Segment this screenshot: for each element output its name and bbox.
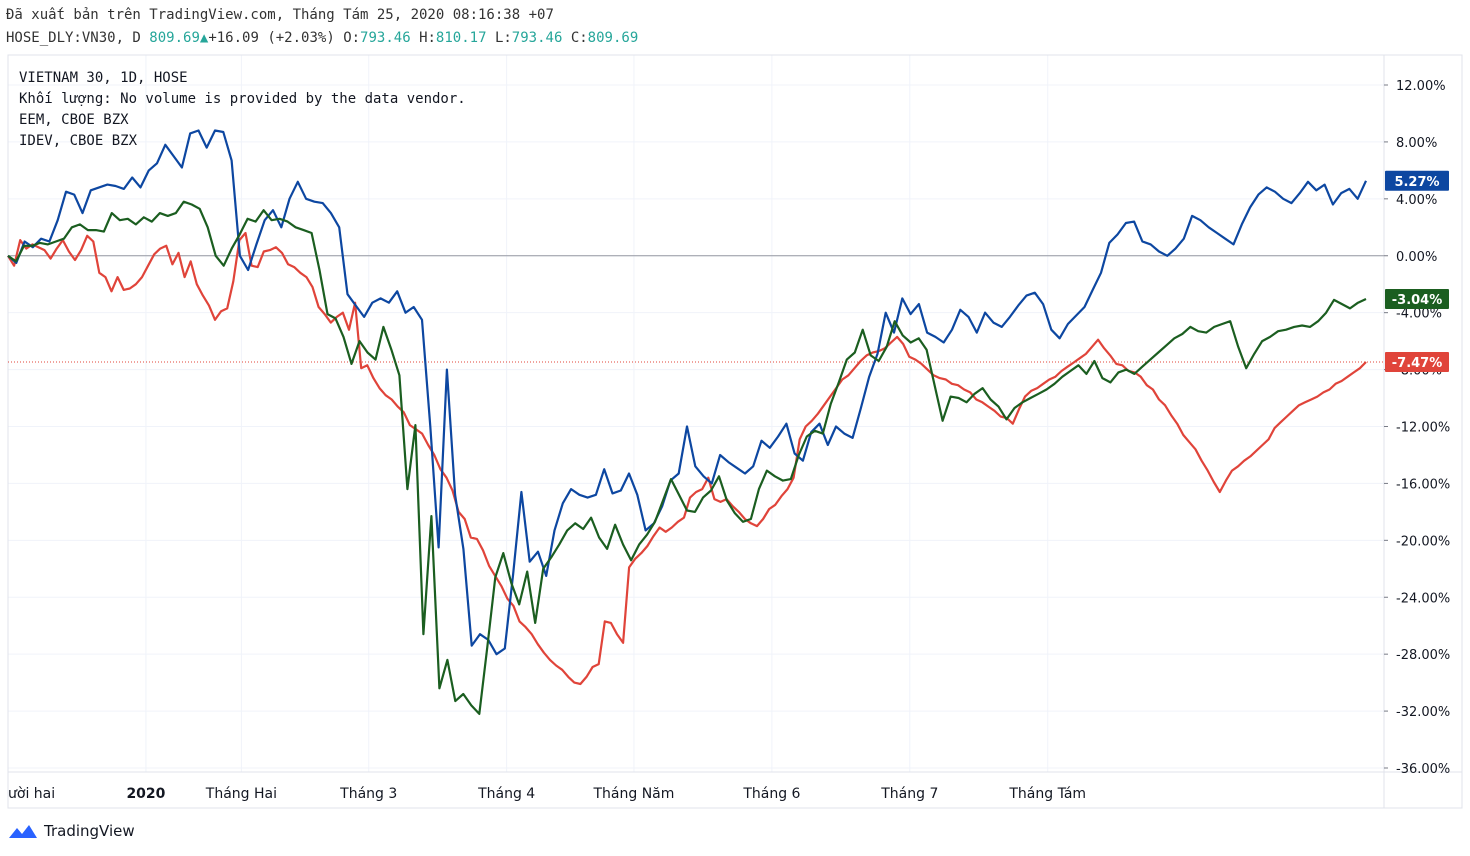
- close-value: 809.69: [587, 30, 639, 46]
- x-tick-label: Tháng Tám: [1008, 786, 1086, 802]
- y-tick-label: 0.00%: [1396, 250, 1437, 265]
- x-tick-label: ười hai: [8, 786, 55, 802]
- open-label: O:: [343, 30, 361, 46]
- ohlc-header: HOSE_DLY:VN30, D 809.69▲+16.09 (+2.03%) …: [6, 30, 638, 46]
- last-value-label-eem: 5.27%: [1385, 170, 1449, 191]
- price-change: +16.09 (+2.03%): [208, 30, 335, 46]
- x-tick-label: Tháng 7: [880, 786, 938, 802]
- high-value: 810.17: [435, 30, 487, 46]
- open-value: 793.46: [360, 30, 411, 46]
- x-tick-label: Tháng Năm: [593, 786, 675, 802]
- legend-volume: Khối lượng: No volume is provided by the…: [19, 91, 466, 107]
- low-label: L:: [494, 30, 512, 46]
- y-tick-label: 8.00%: [1396, 136, 1437, 151]
- last-value-label-idev: -3.04%: [1385, 289, 1449, 310]
- legend-idev: IDEV, CBOE BZX: [19, 133, 138, 149]
- last-value-text-idev: -3.04%: [1392, 293, 1443, 308]
- last-value-label-vn30: -7.47%: [1385, 352, 1449, 373]
- chart-grid: [8, 55, 1384, 772]
- symbol-label: HOSE_DLY:VN30, D: [6, 30, 141, 46]
- y-tick-label: -28.00%: [1396, 648, 1450, 663]
- published-info: Đã xuất bản trên TradingView.com, Tháng …: [6, 7, 554, 23]
- legend-eem: EEM, CBOE BZX: [19, 112, 129, 128]
- y-tick-label: -24.00%: [1396, 591, 1450, 606]
- legend-main: VIETNAM 30, 1D, HOSE: [19, 70, 188, 86]
- series-line-idev: [7, 200, 1367, 716]
- series-line-eem: [7, 129, 1367, 656]
- y-tick-label: -12.00%: [1396, 421, 1450, 436]
- legend: VIETNAM 30, 1D, HOSE Khối lượng: No volu…: [19, 70, 466, 149]
- high-label: H:: [419, 30, 436, 46]
- brand-name: TradingView: [44, 822, 135, 840]
- x-tick-label: Tháng 6: [742, 786, 800, 802]
- chart-frame: [7, 54, 1463, 809]
- x-tick-label: Tháng 4: [477, 786, 535, 802]
- series-line-vn30: [7, 231, 1367, 686]
- y-tick-label: 12.00%: [1396, 79, 1446, 94]
- y-tick-label: 4.00%: [1396, 193, 1437, 208]
- y-tick-label: -4.00%: [1396, 307, 1442, 322]
- last-price: 809.69: [149, 30, 200, 46]
- brand-logo[interactable]: TradingView: [8, 822, 135, 840]
- last-value-text-eem: 5.27%: [1394, 175, 1439, 190]
- up-triangle-icon: ▲: [199, 30, 209, 46]
- x-tick-label: Tháng 3: [339, 786, 397, 802]
- y-tick-label: -36.00%: [1396, 762, 1450, 777]
- tradingview-logo-icon: [9, 825, 37, 838]
- y-tick-label: -16.00%: [1396, 477, 1450, 492]
- last-value-text-vn30: -7.47%: [1392, 356, 1443, 371]
- x-tick-label: Tháng Hai: [205, 786, 277, 802]
- close-label: C:: [570, 30, 588, 46]
- low-value: 793.46: [511, 30, 563, 46]
- y-tick-label: -32.00%: [1396, 705, 1450, 720]
- x-tick-label: 2020: [126, 786, 165, 802]
- y-tick-label: -20.00%: [1396, 534, 1450, 549]
